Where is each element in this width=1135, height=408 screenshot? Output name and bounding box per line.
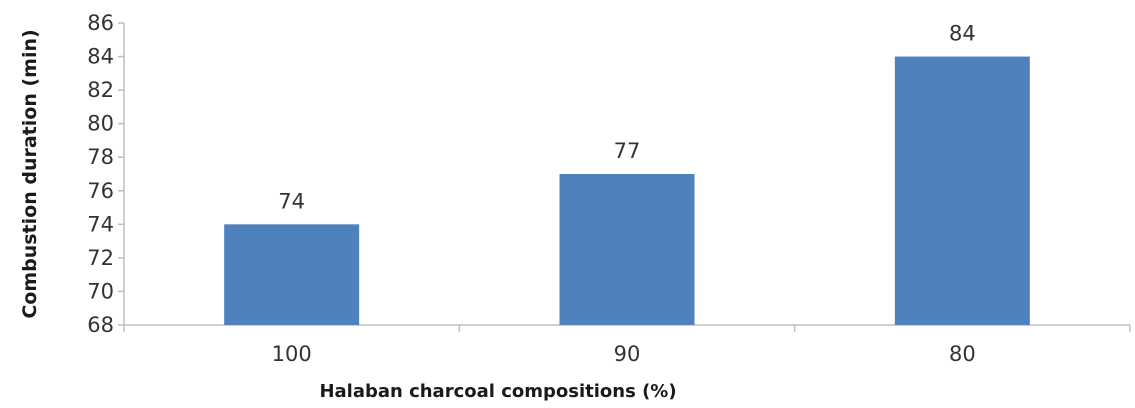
y-tick-label: 70 (87, 279, 114, 303)
y-tick-label: 80 (87, 112, 114, 136)
data-label: 84 (949, 22, 976, 46)
y-axis: 68 70 72 74 76 78 80 82 84 86 (87, 11, 125, 337)
y-tick-label: 84 (87, 45, 114, 69)
x-axis: 100 90 80 (123, 324, 1131, 366)
data-labels: 74 77 84 (278, 22, 975, 214)
bar (894, 56, 1030, 326)
x-axis-title: Halaban charcoal compositions (%) (319, 381, 676, 402)
y-tick-label: 78 (87, 145, 114, 169)
x-tick-label: 90 (614, 342, 641, 366)
x-tick-label: 80 (949, 342, 976, 366)
y-tick-label: 72 (87, 246, 114, 270)
data-label: 74 (278, 189, 305, 213)
y-tick-label: 74 (87, 212, 114, 236)
y-tick-label: 68 (87, 313, 114, 337)
bar (224, 224, 360, 325)
y-tick-label: 82 (87, 78, 114, 102)
x-tick-label: 100 (272, 342, 312, 366)
bar (559, 174, 695, 325)
bars (224, 56, 1030, 326)
y-tick-label: 76 (87, 179, 114, 203)
y-axis-title: Combustion duration (min) (19, 29, 41, 318)
data-label: 77 (614, 139, 641, 163)
y-tick-label: 86 (87, 11, 114, 35)
